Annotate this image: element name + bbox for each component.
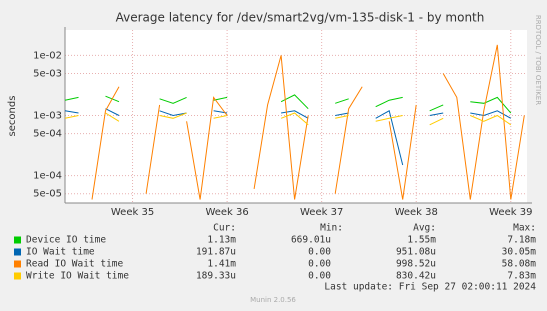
x-tick-label: Week 36: [205, 207, 248, 218]
y-tick-label: 5e-05: [33, 189, 62, 200]
legend-value: 191.87u: [196, 247, 236, 258]
footer: Munin 2.0.56: [250, 296, 296, 304]
y-tick-label: 5e-03: [33, 69, 62, 80]
series-line: [64, 108, 512, 166]
y-tick-label: 1e-03: [33, 111, 62, 122]
legend-header: Min:: [320, 223, 343, 234]
legend-value: 998.52u: [396, 259, 436, 270]
legend-value: 7.18m: [507, 235, 536, 246]
plot-area: [65, 30, 527, 203]
legend-value: 189.33u: [196, 271, 236, 282]
x-tick-label: Week 39: [489, 207, 532, 218]
legend-value: 830.42u: [396, 271, 436, 282]
x-tick-label: Week 35: [111, 207, 154, 218]
legend-label: Device IO time: [26, 235, 106, 246]
chart-title: Average latency for /dev/smart2vg/vm-135…: [116, 11, 485, 25]
legend-value: 1.55m: [407, 235, 436, 246]
legend-label: Read IO Wait time: [26, 259, 124, 270]
legend-swatch: [14, 248, 21, 256]
legend-header: Avg:: [413, 223, 436, 234]
legend-value: 1.41m: [207, 259, 236, 270]
x-tick-label: Week 38: [395, 207, 438, 218]
y-tick-label: 1e-02: [33, 50, 62, 61]
legend-value: 30.05m: [502, 247, 537, 258]
legend-value: 58.08m: [502, 259, 537, 270]
legend-value: 951.08u: [396, 247, 436, 258]
legend-value: 0.00: [308, 259, 331, 270]
side-text: RRDTOOL / TOBI OETIKER: [534, 15, 542, 105]
series-line: [64, 112, 512, 126]
legend-swatch: [14, 272, 21, 280]
series-line: [91, 44, 525, 200]
y-axis-label: seconds: [7, 96, 18, 137]
legend-swatch: [14, 260, 21, 268]
legend-value: 1.13m: [207, 235, 236, 246]
legend-value: 7.83m: [507, 271, 536, 282]
legend-label: IO Wait time: [26, 247, 95, 258]
last-update: Last update: Fri Sep 27 02:00:11 2024: [324, 282, 536, 293]
legend-value: 669.01u: [291, 235, 331, 246]
legend-header: Max:: [513, 223, 536, 234]
legend-header: Cur:: [213, 223, 236, 234]
x-tick-label: Week 37: [300, 207, 343, 218]
y-tick-label: 1e-04: [33, 171, 62, 182]
legend-value: 0.00: [308, 247, 331, 258]
y-tick-label: 5e-04: [33, 129, 62, 140]
legend-swatch: [14, 236, 21, 244]
legend-value: 0.00: [308, 271, 331, 282]
legend-label: Write IO Wait time: [26, 271, 129, 282]
